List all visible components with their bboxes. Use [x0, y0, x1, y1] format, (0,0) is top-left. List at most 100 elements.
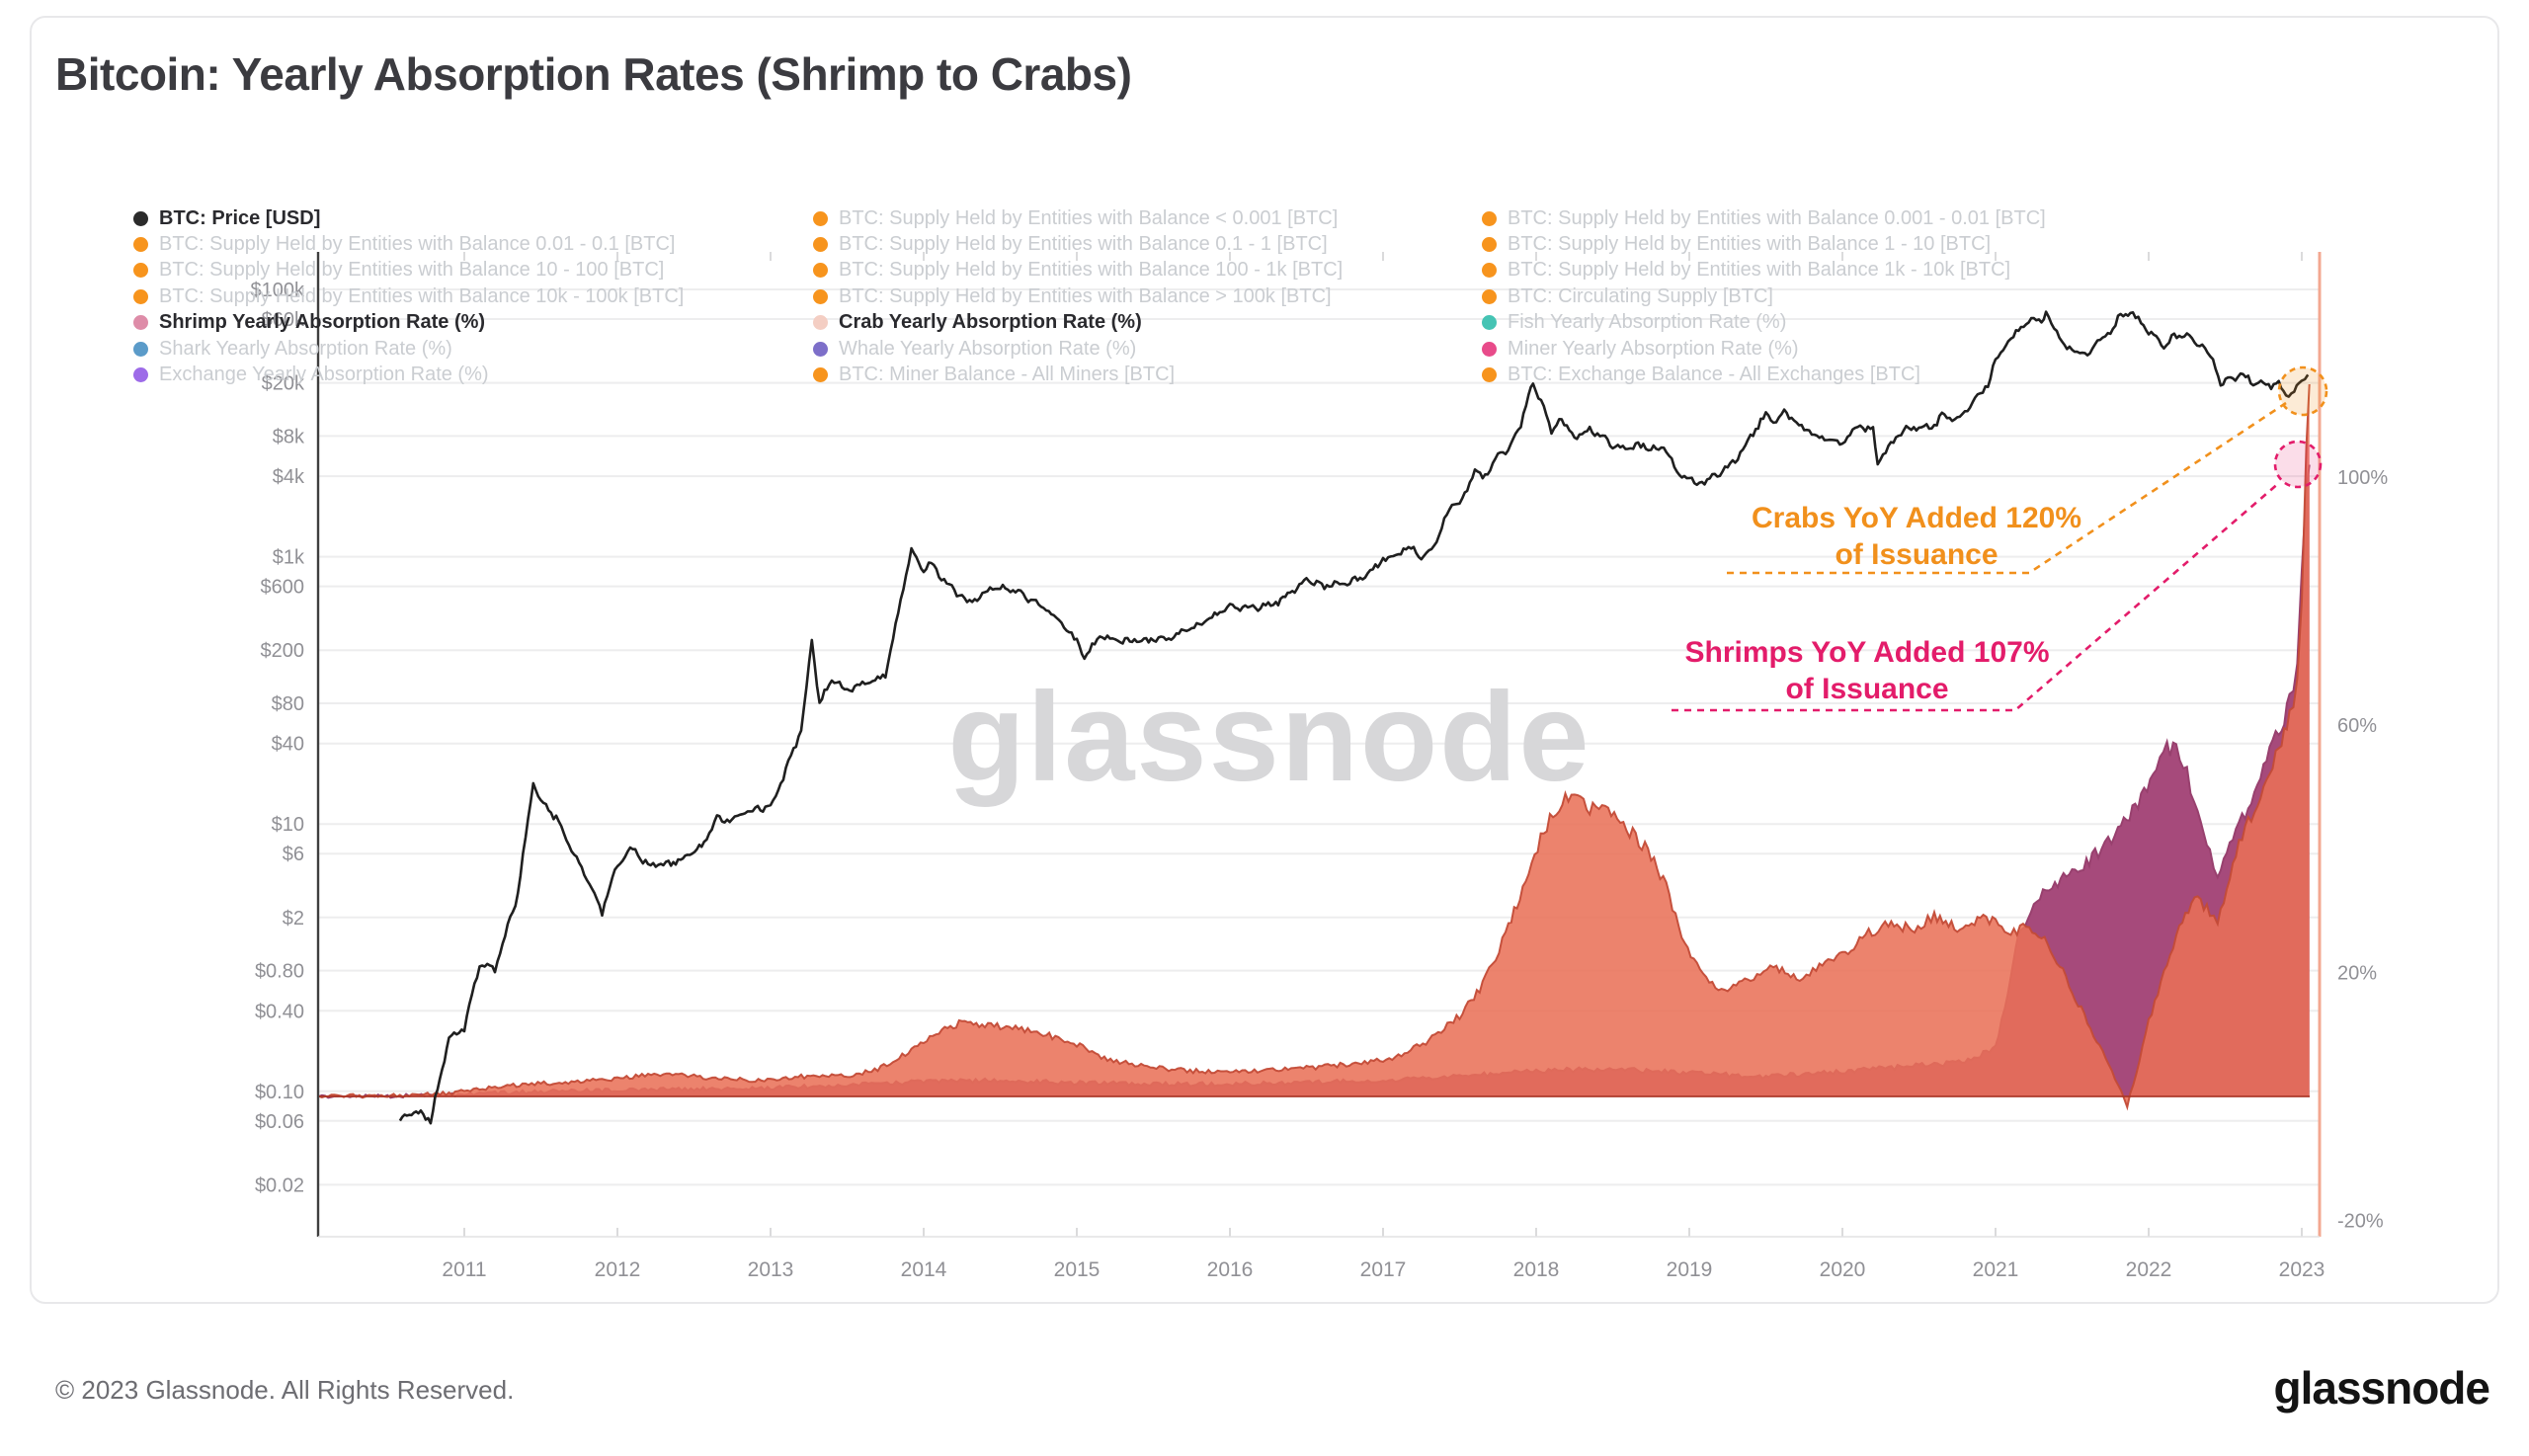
glassnode-logo: glassnode — [2273, 1362, 2490, 1414]
legend-item[interactable]: BTC: Supply Held by Entities with Balanc… — [1482, 205, 2046, 231]
legend-item[interactable]: Whale Yearly Absorption Rate (%) — [813, 336, 1343, 362]
legend-item[interactable]: BTC: Circulating Supply [BTC] — [1482, 283, 2046, 309]
legend-item-label: BTC: Supply Held by Entities with Balanc… — [159, 233, 676, 256]
legend-item[interactable]: BTC: Supply Held by Entities with Balanc… — [813, 283, 1343, 309]
year-axis-tick-label: 2019 — [1667, 1258, 1713, 1281]
year-axis-tick-label: 2022 — [2126, 1258, 2172, 1281]
price-axis-tick-label: $20k — [262, 373, 305, 395]
legend-item[interactable]: Fish Yearly Absorption Rate (%) — [1482, 310, 2046, 336]
legend-item[interactable]: BTC: Supply Held by Entities with Balanc… — [133, 283, 684, 309]
legend-item-label: BTC: Supply Held by Entities with Balanc… — [159, 259, 665, 282]
legend-swatch-icon — [813, 210, 828, 226]
price-axis-tick-label: $4k — [273, 466, 305, 488]
legend-item-label: Crab Yearly Absorption Rate (%) — [839, 311, 1142, 334]
legend-item[interactable]: BTC: Supply Held by Entities with Balanc… — [133, 258, 684, 283]
glassnode-watermark: glassnode — [947, 667, 1591, 808]
legend-item-label: BTC: Miner Balance - All Miners [BTC] — [839, 364, 1176, 386]
percent-axis-tick-label: 100% — [2337, 467, 2388, 489]
btc-price-line — [398, 310, 2310, 1125]
shrimp-absorption-area — [318, 464, 2310, 1098]
year-axis-tick-label: 2015 — [1054, 1258, 1101, 1281]
legend-swatch-icon — [133, 315, 148, 331]
legend-swatch-icon — [1482, 341, 1497, 357]
legend-item[interactable]: BTC: Supply Held by Entities with Balanc… — [813, 205, 1343, 231]
year-axis-tick-label: 2023 — [2279, 1258, 2325, 1281]
shrimps-annotation-line1: Shrimps YoY Added 107% — [1684, 636, 2050, 669]
legend-item-label: Whale Yearly Absorption Rate (%) — [839, 337, 1137, 360]
crabs-annotation: Crabs YoY Added 120% of Issuance — [1719, 500, 2114, 573]
legend-swatch-icon — [133, 341, 148, 357]
legend-item[interactable]: BTC: Supply Held by Entities with Balanc… — [133, 231, 684, 257]
legend-swatch-icon — [1482, 315, 1497, 331]
legend-item[interactable]: Miner Yearly Absorption Rate (%) — [1482, 336, 2046, 362]
legend-item[interactable]: Shrimp Yearly Absorption Rate (%) — [133, 310, 684, 336]
legend-swatch-icon — [1482, 367, 1497, 383]
crabs-highlight-circle — [2277, 365, 2328, 417]
legend-item-label: BTC: Supply Held by Entities with Balanc… — [839, 284, 1332, 307]
legend-swatch-icon — [133, 263, 148, 279]
legend-item-label: BTC: Supply Held by Entities with Balanc… — [159, 284, 685, 307]
year-axis-tick-label: 2014 — [901, 1258, 947, 1281]
price-axis-tick-label: $40 — [272, 734, 304, 756]
legend-column-3: BTC: Supply Held by Entities with Balanc… — [1482, 205, 2046, 388]
legend-item-label: BTC: Circulating Supply [BTC] — [1508, 284, 1773, 307]
legend-item-label: BTC: Supply Held by Entities with Balanc… — [839, 259, 1344, 282]
price-axis-tick-label: $600 — [261, 577, 305, 599]
legend-item-label: BTC: Supply Held by Entities with Balanc… — [1508, 206, 2046, 229]
legend-swatch-icon — [133, 210, 148, 226]
price-axis-tick-label: $100k — [251, 280, 305, 301]
legend-swatch-icon — [813, 237, 828, 253]
legend-swatch-icon — [813, 315, 828, 331]
percent-axis-tick-label: 20% — [2337, 963, 2377, 985]
price-axis-tick-label: $200 — [261, 640, 305, 662]
shrimps-annotation-line2: of Issuance — [1785, 673, 1949, 705]
shrimps-highlight-circle — [2273, 440, 2323, 489]
price-axis-tick-label: $0.06 — [255, 1111, 304, 1133]
legend-swatch-icon — [1482, 210, 1497, 226]
legend-item-label: Miner Yearly Absorption Rate (%) — [1508, 337, 1799, 360]
legend-swatch-icon — [1482, 263, 1497, 279]
year-axis-tick-label: 2016 — [1207, 1258, 1254, 1281]
legend-column-1: BTC: Price [USD] BTC: Supply Held by Enti… — [133, 205, 684, 388]
legend-item[interactable]: BTC: Supply Held by Entities with Balanc… — [813, 258, 1343, 283]
percent-axis-tick-label: -20% — [2337, 1210, 2384, 1232]
legend-item-label: Shark Yearly Absorption Rate (%) — [159, 337, 452, 360]
legend-item-label: BTC: Price [USD] — [159, 206, 321, 229]
legend-swatch-icon — [813, 341, 828, 357]
price-axis-tick-label: $0.40 — [255, 1001, 304, 1022]
axis-labels: $100k $60k $20k $8k $4k $1k $600 $200 $80 $40 $10 $… — [251, 280, 2389, 1281]
legend-item[interactable]: Crab Yearly Absorption Rate (%) — [813, 310, 1343, 336]
year-axis-tick-label: 2011 — [442, 1258, 486, 1281]
legend-item-label: BTC: Supply Held by Entities with Balanc… — [1508, 259, 2011, 282]
legend-item[interactable]: BTC: Supply Held by Entities with Balanc… — [813, 231, 1343, 257]
legend-swatch-icon — [133, 288, 148, 304]
price-axis-tick-label: $2 — [283, 908, 304, 930]
percent-axis-tick-label: 60% — [2337, 715, 2377, 737]
legend-item[interactable]: BTC: Miner Balance - All Miners [BTC] — [813, 362, 1343, 387]
legend-item-label: Exchange Yearly Absorption Rate (%) — [159, 364, 489, 386]
legend-item-label: BTC: Supply Held by Entities with Balanc… — [839, 233, 1328, 256]
legend-item-label: Fish Yearly Absorption Rate (%) — [1508, 311, 1787, 334]
legend-item-label: BTC: Exchange Balance - All Exchanges [B… — [1508, 364, 1920, 386]
crabs-annotation-line2: of Issuance — [1835, 538, 1999, 571]
legend-item-label: BTC: Supply Held by Entities with Balanc… — [839, 206, 1339, 229]
legend-item[interactable]: BTC: Supply Held by Entities with Balanc… — [1482, 231, 2046, 257]
legend-item[interactable]: Shark Yearly Absorption Rate (%) — [133, 336, 684, 362]
price-axis-tick-label: $0.10 — [255, 1082, 304, 1103]
legend-item[interactable]: BTC: Exchange Balance - All Exchanges [B… — [1482, 362, 2046, 387]
year-axis-tick-label: 2021 — [1973, 1258, 2019, 1281]
legend-item[interactable]: BTC: Supply Held by Entities with Balanc… — [1482, 258, 2046, 283]
crab-area-edge — [318, 383, 2311, 1111]
year-axis-tick-label: 2020 — [1820, 1258, 1866, 1281]
price-axis-tick-label: $0.80 — [255, 961, 304, 983]
shrimps-annotation: Shrimps YoY Added 107% of Issuance — [1660, 634, 2075, 707]
legend-item[interactable]: Exchange Yearly Absorption Rate (%) — [133, 362, 684, 387]
price-axis-tick-label: $1k — [273, 547, 305, 569]
price-axis-tick-label: $6 — [283, 844, 304, 865]
price-axis-tick-label: $0.02 — [255, 1174, 304, 1196]
legend-item[interactable]: BTC: Price [USD] — [133, 205, 684, 231]
legend-swatch-icon — [133, 367, 148, 383]
copyright-text: © 2023 Glassnode. All Rights Reserved. — [55, 1375, 515, 1405]
